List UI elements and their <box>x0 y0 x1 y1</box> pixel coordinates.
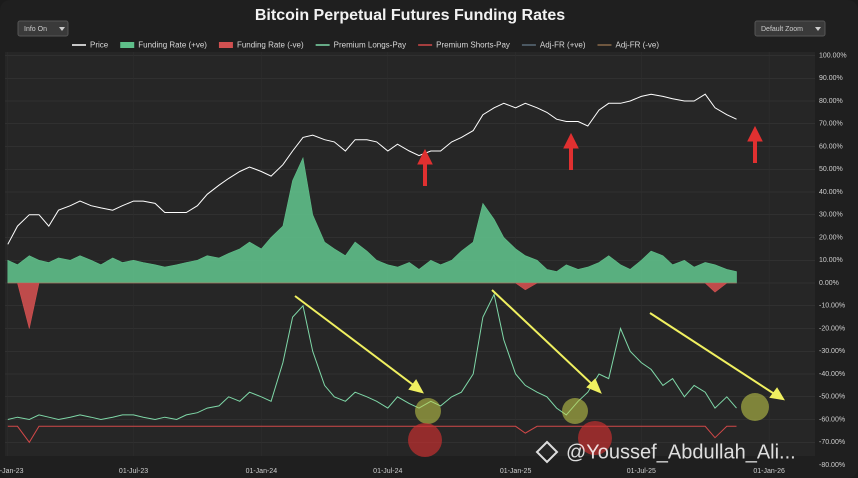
series-line <box>7 425 737 444</box>
y-tick-label: 30.00% <box>819 212 843 219</box>
legend-label: Premium Longs-Pay <box>334 41 406 50</box>
y-tick-label: 50.00% <box>819 166 843 173</box>
chart-title: Bitcoin Perpetual Futures Funding Rates <box>255 7 565 24</box>
info-button[interactable]: Info On <box>17 20 69 37</box>
watermark-logo <box>535 440 559 464</box>
y-tick-label: -20.00% <box>819 325 845 332</box>
legend-label: Premium Shorts-Pay <box>436 41 510 50</box>
series-line <box>7 93 737 245</box>
series-area <box>7 156 737 284</box>
y-tick-label: -50.00% <box>819 394 845 401</box>
marks <box>7 93 737 444</box>
yellow-arrow-head <box>408 379 424 394</box>
red-circle <box>408 423 442 457</box>
x-tick-label: 01-Jul-24 <box>373 468 402 475</box>
legend-label: Adj-FR (-ve) <box>615 41 659 50</box>
legend-label: Funding Rate (-ve) <box>237 41 304 50</box>
y-tick-label: 70.00% <box>819 121 843 128</box>
legend-swatch <box>218 42 233 48</box>
y-tick-label: 20.00% <box>819 234 843 241</box>
legend-label: Funding Rate (+ve) <box>138 41 207 50</box>
y-tick-label: -80.00% <box>819 462 845 469</box>
y-tick-label: 80.00% <box>819 98 843 105</box>
x-tick-label: 01-Jan-23 <box>0 468 24 475</box>
y-tick-label: 90.00% <box>819 75 843 82</box>
y-tick-label: -70.00% <box>819 439 845 446</box>
yellow-arrow <box>649 312 777 396</box>
yellow-arrow-head <box>769 387 785 401</box>
y-tick-label: 10.00% <box>819 257 843 264</box>
annotations <box>294 125 785 457</box>
yellow-arrows <box>294 289 785 401</box>
yellow-circle <box>562 398 588 424</box>
y-tick-label: -40.00% <box>819 371 845 378</box>
plot-area <box>5 52 815 456</box>
watermark: @Youssef_Abdullah_Ali... <box>535 440 796 464</box>
yellow-circle <box>741 393 769 421</box>
x-tick-label: 01-Jul-25 <box>627 468 656 475</box>
y-tick-label: -60.00% <box>819 416 845 423</box>
yellow-arrow <box>491 289 595 387</box>
dropdown-arrow <box>815 27 821 31</box>
y-tick-label: 100.00% <box>819 52 847 59</box>
series-area <box>7 282 737 329</box>
x-tick-label: 01-Jul-23 <box>119 468 148 475</box>
yellow-arrow <box>294 295 417 388</box>
x-tick-label: 01-Jan-26 <box>753 468 785 475</box>
yellow-arrow-head <box>586 378 602 394</box>
dropdown-arrow <box>59 27 65 31</box>
red-arrows <box>417 125 763 186</box>
legend-label: Price <box>90 41 109 50</box>
red-arrow-head <box>563 132 579 149</box>
legend-label: Adj-FR (+ve) <box>540 41 586 50</box>
grid: 100.00% 90.00% 80.00% 70.00% 60.00% 50.00% 40.… <box>0 52 847 475</box>
y-tick-label: 0.00% <box>819 280 839 287</box>
y-tick-label: -30.00% <box>819 348 845 355</box>
red-circle <box>578 421 612 455</box>
x-tick-label: 01-Jan-24 <box>246 468 278 475</box>
series-line <box>7 292 737 421</box>
zoom-button-box[interactable] <box>754 20 826 37</box>
legend: Price Funding Rate (+ve) Funding Rate (-ve… <box>72 41 659 50</box>
x-tick-label: 01-Jan-25 <box>500 468 532 475</box>
watermark-text: @Youssef_Abdullah_Ali... <box>566 441 796 463</box>
zoom-button-label[interactable]: Default Zoom <box>761 26 803 33</box>
red-arrow-head <box>417 148 433 165</box>
zoom-button[interactable]: Default Zoom <box>754 20 826 37</box>
y-tick-label: -10.00% <box>819 303 845 310</box>
info-button-box[interactable] <box>17 20 69 37</box>
y-tick-label: 60.00% <box>819 143 843 150</box>
yellow-circle <box>415 398 441 424</box>
red-arrow-head <box>747 125 763 142</box>
info-button-label[interactable]: Info On <box>24 26 47 33</box>
y-tick-label: 40.00% <box>819 189 843 196</box>
legend-swatch <box>120 42 135 48</box>
